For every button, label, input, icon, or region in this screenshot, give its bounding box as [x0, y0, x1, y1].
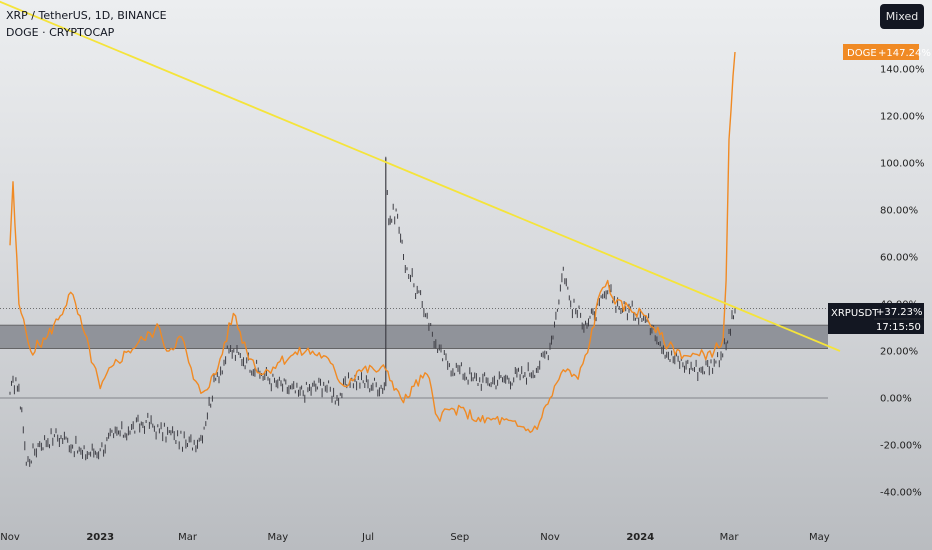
- x-axis: Nov 2023 Mar May Jul Sep Nov 2024 Mar May: [0, 532, 829, 543]
- y-tick-label: -40.00%: [880, 488, 922, 499]
- doge-series: [9, 51, 736, 434]
- y-tick-label: 20.00%: [880, 347, 918, 358]
- x-tick-label: Mar: [720, 532, 740, 543]
- y-tick-label: 80.00%: [880, 206, 918, 217]
- scale-mode-button[interactable]: Mixed: [880, 4, 924, 29]
- reference-lines: [0, 308, 828, 399]
- x-tick-label: Nov: [540, 532, 560, 543]
- x-tick-label: Mar: [178, 532, 198, 543]
- y-tick-label: -20.00%: [880, 441, 922, 452]
- y-tick-label: 0.00%: [880, 394, 912, 405]
- x-tick-label: 2024: [626, 532, 654, 543]
- x-tick-label: 2023: [86, 532, 114, 543]
- chart-title: XRP / TetherUS, 1D, BINANCE: [6, 9, 167, 22]
- x-tick-label: May: [809, 532, 830, 543]
- descending-trendline[interactable]: [0, 0, 841, 352]
- xrp-series: [9, 156, 736, 467]
- y-tick-label: 60.00%: [880, 253, 918, 264]
- y-tick-label: 120.00%: [880, 112, 925, 123]
- support-band: [0, 325, 828, 349]
- x-tick-label: May: [267, 532, 288, 543]
- price-band: [0, 324, 828, 350]
- comparison-symbol[interactable]: DOGE · CRYPTOCAP: [6, 26, 115, 39]
- y-tick-label: 100.00%: [880, 159, 925, 170]
- x-tick-label: Nov: [0, 532, 20, 543]
- price-tags: DOGE +147.24% XRPUSDT+37.23% 17:15:50: [828, 44, 931, 334]
- x-tick-label: Sep: [450, 532, 469, 543]
- x-tick-label: Jul: [361, 532, 374, 543]
- xrp-tag-countdown: 17:15:50: [876, 322, 921, 333]
- y-tick-label: 140.00%: [880, 65, 925, 76]
- trendline: [0, 0, 841, 352]
- doge-tag-name: DOGE: [847, 48, 877, 59]
- xrp-tag-value: +37.23%: [876, 307, 923, 318]
- doge-price-tag: [843, 44, 919, 60]
- doge-line: [9, 51, 736, 434]
- y-axis: 140.00%120.00%100.00%80.00%60.00%40.00%2…: [880, 65, 925, 499]
- doge-tag-value: +147.24%: [878, 48, 931, 59]
- xrp-candles: [9, 156, 736, 467]
- xrp-tag-name: XRPUSDT: [831, 308, 879, 319]
- xrp-price-tag: [828, 303, 924, 334]
